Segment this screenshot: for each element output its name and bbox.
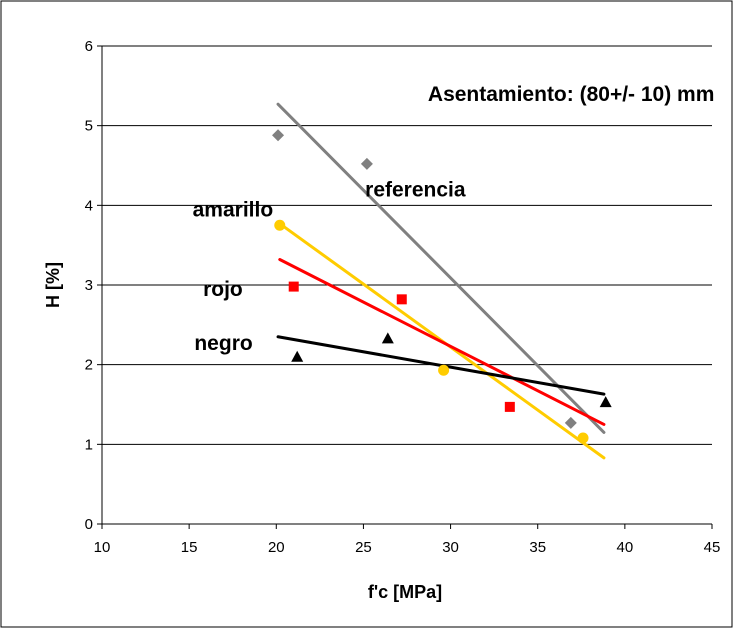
- annotation-label: referencia: [365, 178, 466, 201]
- annotations: Asentamiento: (80+/- 10) mm referencia ama…: [193, 83, 715, 355]
- y-tick-label: 4: [85, 197, 93, 214]
- x-tick-label: 40: [617, 539, 634, 556]
- diamond-point: [272, 129, 285, 142]
- annotation-label: amarillo: [193, 198, 274, 221]
- triangle-point: [599, 396, 612, 408]
- x-tick-label: 30: [442, 539, 459, 556]
- y-tick-label: 1: [85, 436, 93, 453]
- x-axis-title: f'c [MPa]: [368, 582, 442, 602]
- gridlines: [102, 45, 712, 445]
- circle-point: [577, 432, 589, 444]
- x-tick-label: 25: [355, 539, 372, 556]
- diamond-point: [360, 157, 373, 170]
- x-tick-label: 45: [704, 539, 721, 556]
- x-tick-label: 35: [529, 539, 546, 556]
- square-point: [504, 401, 515, 412]
- y-tick-label: 5: [85, 118, 93, 135]
- annotation-label: negro: [194, 332, 252, 355]
- data-points: [272, 129, 612, 444]
- triangle-point: [291, 350, 304, 362]
- annotation-label: Asentamiento: (80+/- 10) mm: [428, 83, 715, 106]
- annotation-label: rojo: [203, 278, 243, 301]
- square-point: [396, 294, 407, 305]
- trendline-square: [278, 258, 606, 426]
- diamond-point: [564, 416, 577, 429]
- triangle-point: [381, 332, 394, 344]
- y-tick-label: 6: [85, 38, 93, 55]
- circle-point: [274, 219, 286, 231]
- x-tick-label: 20: [268, 539, 285, 556]
- y-tick-label: 0: [85, 516, 93, 533]
- trendline-diamond: [276, 102, 606, 434]
- y-tick-label: 3: [85, 277, 93, 294]
- y-axis-title: H [%]: [43, 262, 63, 308]
- square-point: [288, 281, 299, 292]
- y-tick-label: 2: [85, 357, 93, 374]
- circle-point: [438, 364, 450, 376]
- x-tick-label: 15: [181, 539, 198, 556]
- x-tick-label: 10: [94, 539, 111, 556]
